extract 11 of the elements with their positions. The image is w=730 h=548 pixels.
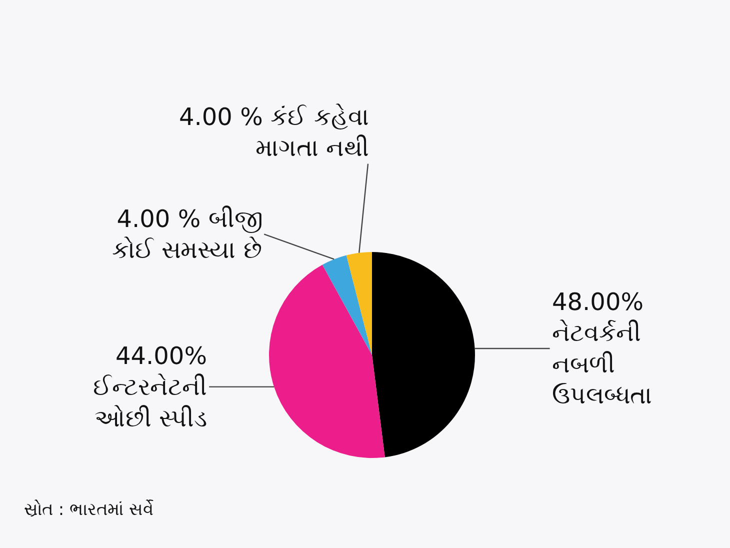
pie-slice	[322, 255, 372, 355]
pie-slice	[346, 252, 372, 355]
data-label: 48.00%	[552, 288, 644, 316]
data-label: 44.00%	[115, 342, 207, 370]
text: સ્રોત : ભારતમાં સર્વે	[24, 499, 154, 520]
slice-label: 4.00 % બીજી કોઈ સમસ્યા છે	[112, 205, 262, 264]
pie-slice	[269, 264, 385, 458]
slice-label: ઈન્ટરનેટની ઓછી સ્પીડ	[93, 373, 207, 432]
slice-label: 4.00 % કંઈ કહેવા માગતા નથી	[179, 103, 370, 162]
pie-slice	[372, 252, 475, 458]
slice-label: નેટવર્કની નબળી ઉપલબ્ધતા	[552, 319, 652, 410]
